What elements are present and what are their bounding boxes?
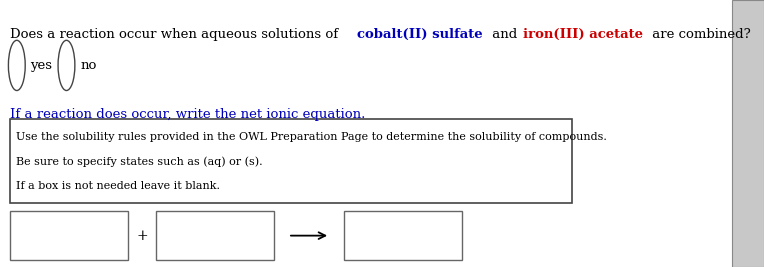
Bar <box>344 211 462 260</box>
Text: no: no <box>80 59 96 72</box>
Text: Use the solubility rules provided in the OWL Preparation Page to determine the s: Use the solubility rules provided in the… <box>16 132 607 142</box>
Text: If a box is not needed leave it blank.: If a box is not needed leave it blank. <box>16 181 220 191</box>
Text: Does a reaction occur when aqueous solutions of: Does a reaction occur when aqueous solut… <box>10 28 342 41</box>
Text: Be sure to specify states such as (aq) or (s).: Be sure to specify states such as (aq) o… <box>16 156 263 167</box>
Bar <box>732 0 764 267</box>
Text: cobalt(II) sulfate: cobalt(II) sulfate <box>357 28 483 41</box>
Text: and: and <box>488 28 522 41</box>
Bar <box>10 119 572 203</box>
Bar <box>156 211 274 260</box>
Text: are combined?: are combined? <box>648 28 751 41</box>
Text: +: + <box>136 229 148 243</box>
Text: iron(III) acetate: iron(III) acetate <box>523 28 643 41</box>
Text: yes: yes <box>31 59 53 72</box>
Text: If a reaction does occur, write the net ionic equation.: If a reaction does occur, write the net … <box>10 108 365 121</box>
Bar <box>10 211 128 260</box>
